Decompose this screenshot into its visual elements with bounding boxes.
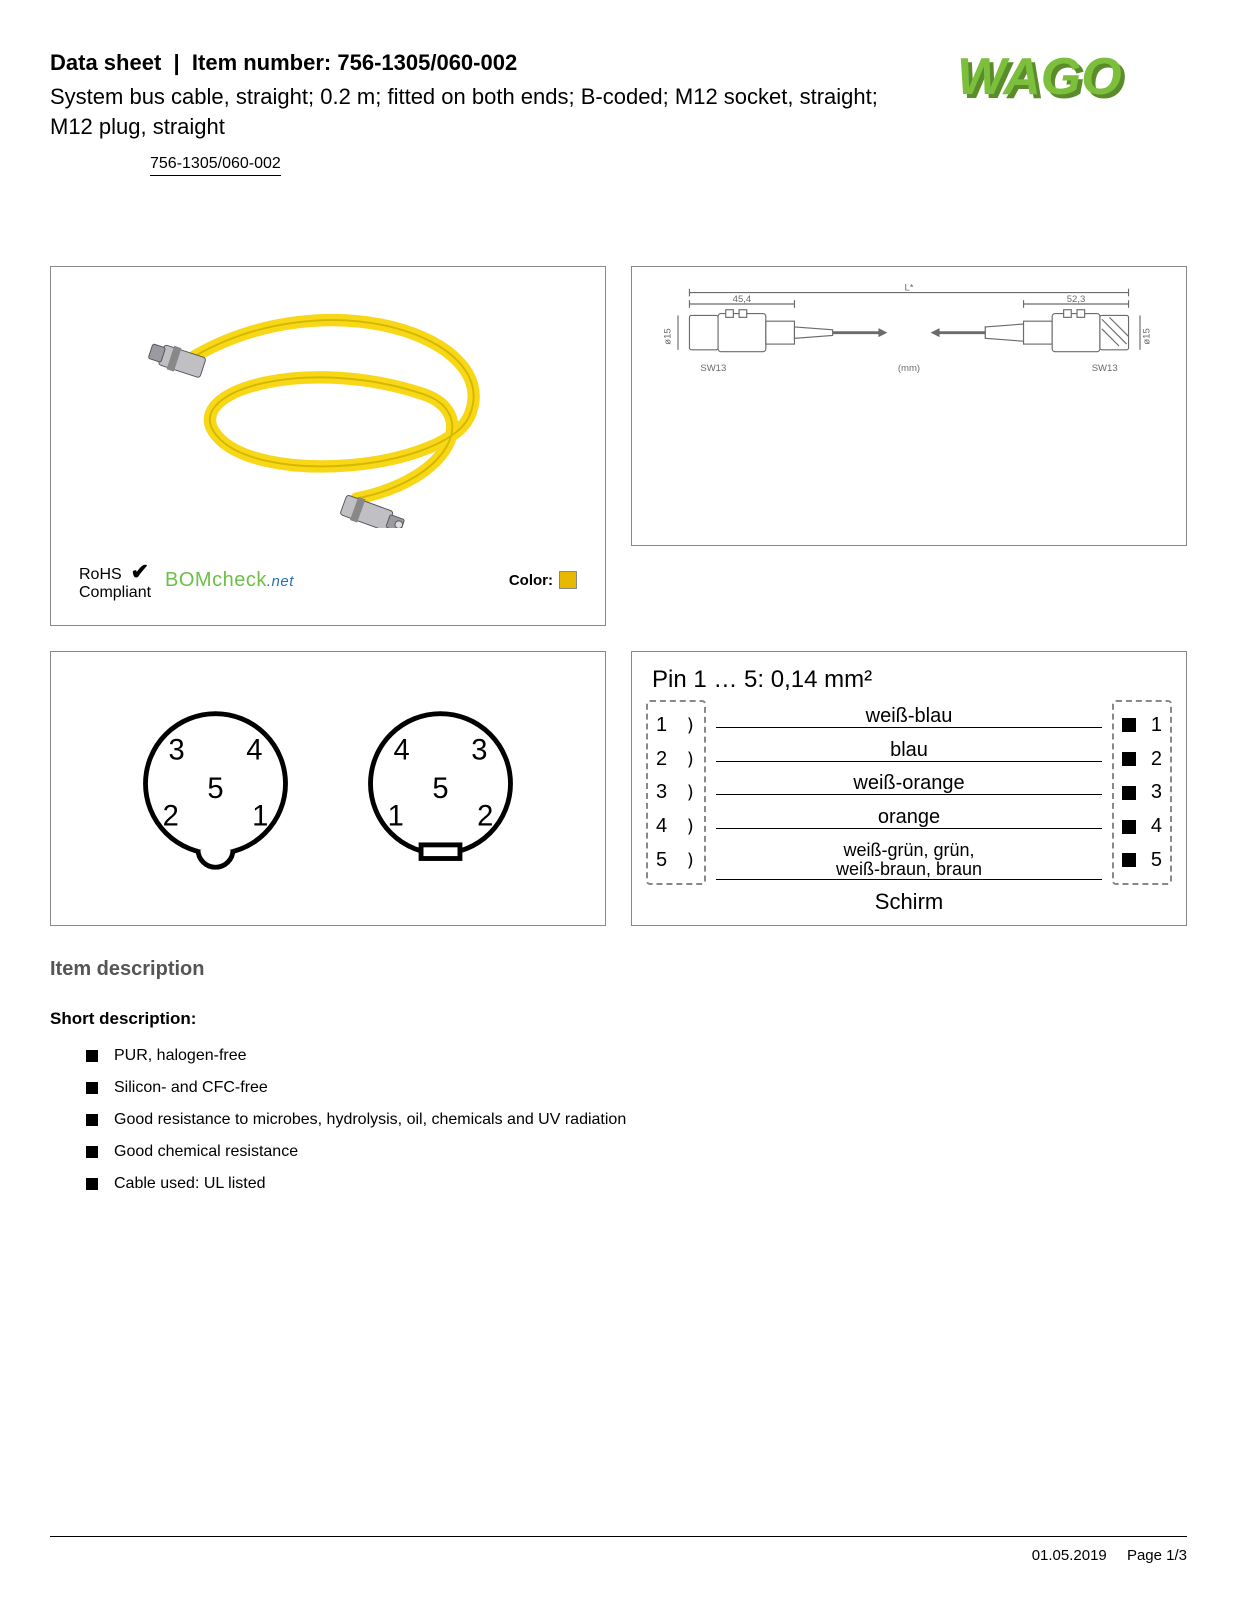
pin-r-tl: 4 — [394, 735, 410, 767]
subtitle: System bus cable, straight; 0.2 m; fitte… — [50, 82, 917, 141]
pinout-box: 3 4 5 2 1 4 3 5 1 2 — [50, 651, 606, 926]
item-number: 756-1305/060-002 — [337, 50, 517, 75]
wiring-box: Pin 1 … 5: 0,14 mm² 1) 2) 3) 4) 5) weiß-… — [631, 651, 1187, 926]
wiring-schirm: Schirm — [646, 889, 1172, 915]
color-swatch — [559, 571, 577, 589]
dim-left: 45,4 — [733, 294, 752, 305]
pinout-right-icon: 4 3 5 1 2 — [353, 701, 528, 876]
pin-l-tl: 3 — [169, 735, 185, 767]
pin-left-3: 3) — [652, 781, 700, 804]
pin-symbol-icon: ) — [685, 715, 696, 736]
pin-square-icon — [1122, 820, 1136, 834]
dim-unit: (mm) — [898, 363, 920, 374]
pin-right-2: 2 — [1118, 748, 1166, 771]
footer-date: 01.05.2019 — [1032, 1547, 1107, 1564]
footer-page: Page 1/3 — [1127, 1547, 1187, 1564]
bullet-item: Good resistance to microbes, hydrolysis,… — [86, 1111, 1187, 1129]
title-line: Data sheet | Item number: 756-1305/060-0… — [50, 50, 917, 76]
pin-r-c: 5 — [432, 774, 448, 806]
rohs-text: RoHS ✔ Compliant — [79, 560, 151, 602]
bomcheck-text: BOMcheck — [165, 569, 267, 591]
image-grid: RoHS ✔ Compliant BOMcheck.net Color: L* — [50, 266, 1187, 926]
bullet-item: Cable used: UL listed — [86, 1175, 1187, 1193]
pin-right-3: 3 — [1118, 781, 1166, 804]
wiring-left-pins: 1) 2) 3) 4) 5) — [646, 700, 706, 885]
pin-left-1: 1) — [652, 714, 700, 737]
item-number-label: Item number: — [192, 50, 331, 75]
pin-left-5: 5) — [652, 849, 700, 872]
dim-dia-right: ø15 — [1142, 329, 1153, 345]
compliance-row: RoHS ✔ Compliant BOMcheck.net Color: — [61, 550, 595, 616]
pin-square-icon — [1122, 752, 1136, 766]
wire-label-4: orange — [716, 807, 1102, 829]
rohs-line1: RoHS — [79, 566, 122, 583]
wiring-body: 1) 2) 3) 4) 5) weiß-blau blau weiß-orang… — [646, 700, 1172, 885]
pin-r-bl: 1 — [388, 801, 404, 833]
item-link[interactable]: 756-1305/060-002 — [150, 155, 281, 176]
wire-label-3: weiß-orange — [716, 773, 1102, 795]
wago-logo: WAGO WAGO — [957, 50, 1187, 115]
pin-l-c: 5 — [207, 774, 223, 806]
bullet-item: Silicon- and CFC-free — [86, 1079, 1187, 1097]
pin-left-2: 2) — [652, 748, 700, 771]
pin-symbol-icon: ) — [685, 749, 696, 770]
description-bullets: PUR, halogen-free Silicon- and CFC-free … — [50, 1047, 1187, 1193]
header-text: Data sheet | Item number: 756-1305/060-0… — [50, 50, 957, 176]
svg-text:WAGO: WAGO — [957, 50, 1122, 106]
wire-label-5: weiß-grün, grün, weiß-braun, braun — [716, 841, 1102, 880]
datasheet-label: Data sheet — [50, 50, 161, 75]
short-description-heading: Short description: — [50, 1009, 1187, 1029]
pin-left-4: 4) — [652, 815, 700, 838]
pin-symbol-icon: ) — [685, 850, 696, 871]
product-photo-box: RoHS ✔ Compliant BOMcheck.net Color: — [50, 266, 606, 626]
header: Data sheet | Item number: 756-1305/060-0… — [50, 50, 1187, 176]
dim-total: L* — [904, 283, 913, 294]
pin-symbol-icon: ) — [685, 782, 696, 803]
sw-left: SW13 — [700, 363, 726, 374]
dim-dia-left: ø15 — [662, 329, 673, 345]
wiring-title: Pin 1 … 5: 0,14 mm² — [652, 666, 1172, 694]
pin-l-tr: 4 — [246, 735, 262, 767]
rohs-block: RoHS ✔ Compliant BOMcheck.net — [79, 560, 294, 602]
check-icon: ✔ — [131, 559, 149, 584]
bomcheck-logo: BOMcheck.net — [165, 569, 294, 592]
color-label: Color: — [509, 572, 553, 589]
pin-square-icon — [1122, 718, 1136, 732]
pin-right-4: 4 — [1118, 815, 1166, 838]
pin-symbol-icon: ) — [685, 816, 696, 837]
bullet-item: Good chemical resistance — [86, 1143, 1187, 1161]
rohs-line2: Compliant — [79, 584, 151, 602]
pin-r-tr: 3 — [471, 735, 487, 767]
footer: 01.05.2019 Page 1/3 — [50, 1536, 1187, 1564]
item-description-heading: Item description — [50, 958, 1187, 981]
dim-right: 52,3 — [1067, 294, 1086, 305]
pin-l-br: 1 — [252, 801, 268, 833]
pin-right-1: 1 — [1118, 714, 1166, 737]
color-label-block: Color: — [509, 571, 577, 589]
wiring-right-pins: 1 2 3 4 5 — [1112, 700, 1172, 885]
pin-right-5: 5 — [1118, 849, 1166, 872]
wire-label-1: weiß-blau — [716, 706, 1102, 728]
sw-right: SW13 — [1092, 363, 1118, 374]
pinout-left-icon: 3 4 5 2 1 — [128, 701, 303, 876]
bomcheck-suffix: .net — [267, 573, 294, 590]
wiring-center: weiß-blau blau weiß-orange orange weiß-g… — [716, 700, 1102, 885]
pin-square-icon — [1122, 786, 1136, 800]
product-image — [61, 277, 595, 549]
wire-label-2: blau — [716, 740, 1102, 762]
pin-l-bl: 2 — [163, 801, 179, 833]
pin-square-icon — [1122, 853, 1136, 867]
dimension-drawing-box: L* 45,4 52,3 ø15 — [631, 266, 1187, 546]
pin-r-br: 2 — [477, 801, 493, 833]
bullet-item: PUR, halogen-free — [86, 1047, 1187, 1065]
